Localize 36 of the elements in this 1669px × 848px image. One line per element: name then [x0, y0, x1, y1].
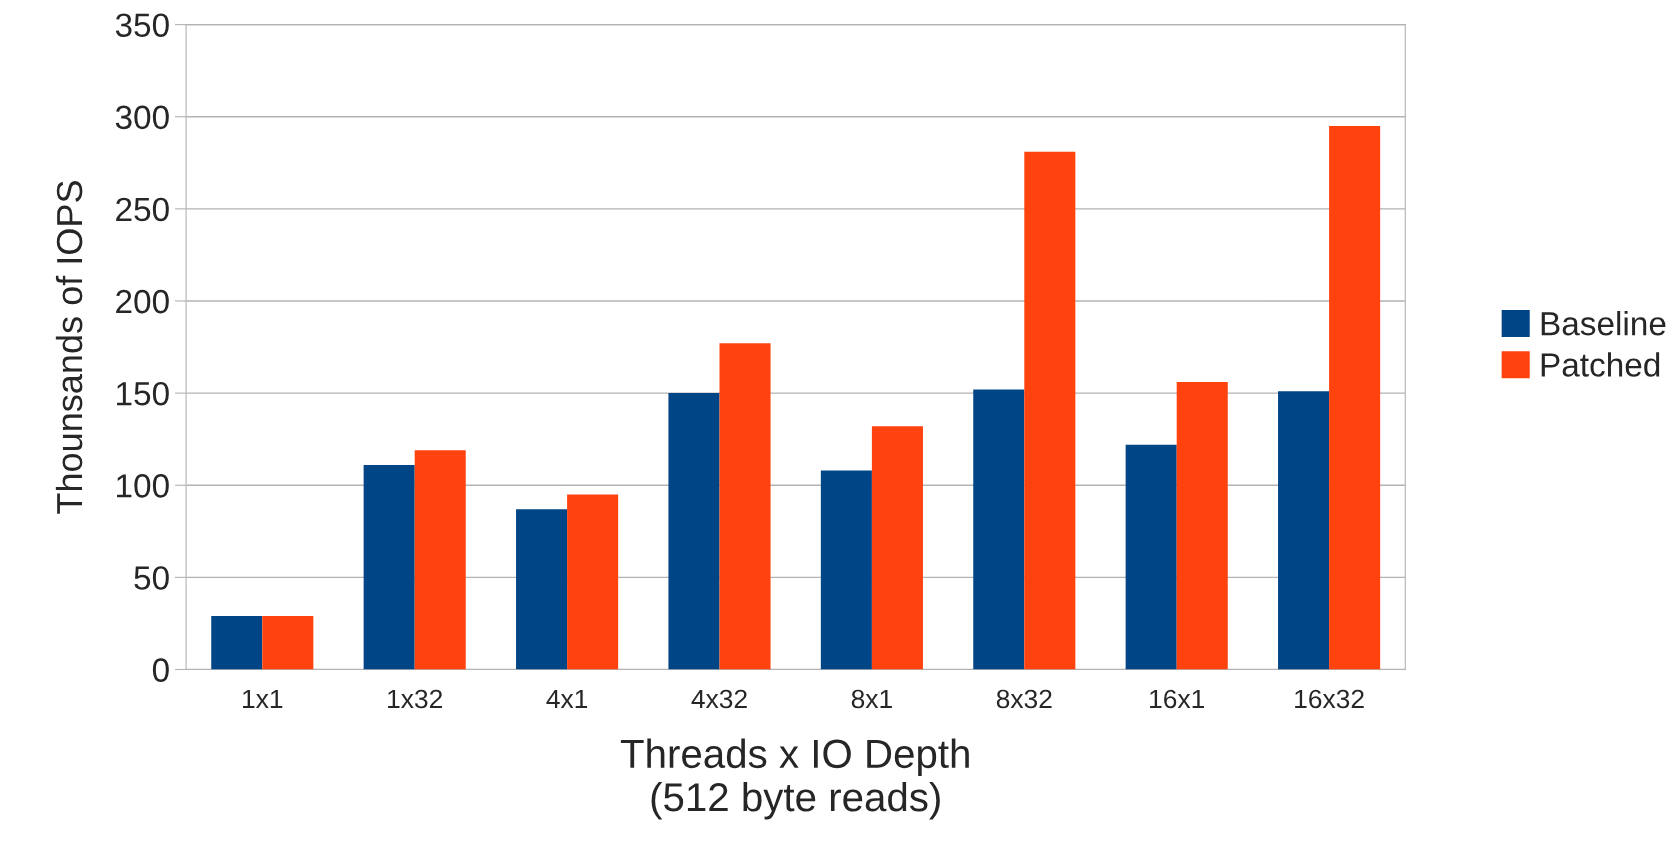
- bar: [1176, 382, 1228, 670]
- bar: [1125, 444, 1177, 670]
- y-tick-label: 350: [115, 13, 169, 37]
- y-tick-label: 100: [117, 474, 169, 498]
- bar: [414, 450, 466, 670]
- bar: [1329, 125, 1381, 670]
- x-tick-label: 1x1: [243, 689, 283, 709]
- y-tick-label: 50: [134, 566, 169, 590]
- bar: [516, 509, 568, 670]
- legend-label: Baseline: [1541, 310, 1666, 336]
- bar: [211, 616, 263, 670]
- bar: [262, 616, 314, 670]
- x-tick-label: 16x32: [1295, 689, 1364, 709]
- bar: [567, 494, 619, 670]
- x-tick-label: 1x32: [388, 689, 442, 709]
- bar: [668, 393, 720, 670]
- x-axis-title: Threads x IO Depth (512 byte reads): [620, 738, 969, 820]
- bar: [820, 470, 872, 670]
- y-axis-title: Thounsands of IOPS: [55, 181, 83, 514]
- bar: [1024, 151, 1076, 670]
- y-tick-label: 300: [115, 105, 169, 130]
- x-tick-label: 4x1: [546, 689, 588, 709]
- x-tick-label: 16x1: [1150, 689, 1205, 709]
- y-tick-label: 200: [116, 289, 169, 314]
- bar: [719, 343, 771, 670]
- y-tick-label: 150: [117, 381, 169, 406]
- bar: [1278, 391, 1330, 670]
- x-tick-label: 8x1: [851, 689, 892, 709]
- y-tick-label: 250: [116, 197, 169, 222]
- bar: [363, 464, 415, 670]
- legend-label: Patched: [1541, 352, 1660, 377]
- bar: [871, 426, 923, 670]
- y-tick-label: 0: [152, 658, 169, 682]
- bar: [973, 389, 1025, 670]
- x-tick-label: 8x32: [996, 689, 1052, 709]
- x-tick-label: 4x32: [691, 689, 747, 709]
